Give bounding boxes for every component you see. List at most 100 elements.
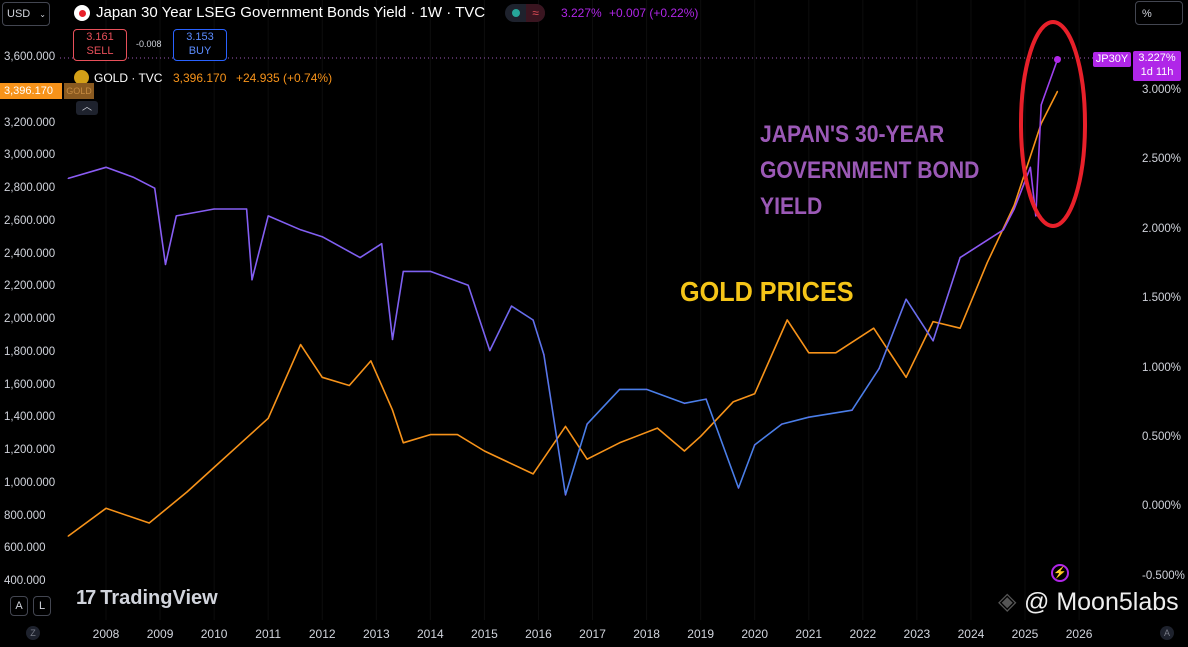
x-tick-label: 2021 [795,627,823,641]
x-tick-label: 2015 [471,627,498,641]
jp30y-data-point [808,416,810,418]
right-axis-tick: 3.000% [1142,84,1182,96]
left-axis-tick: 2,400.000 [4,247,56,260]
gold-data-point [1013,204,1015,206]
jp30y-data-point [267,215,269,217]
gold-data-point [105,507,107,509]
symbol-title[interactable]: Japan 30 Year LSEG Government Bonds Yiel… [96,4,486,21]
jp30y-data-point [489,349,491,352]
left-axis-tick: 2,800.000 [4,182,56,194]
jp30y-data-point [646,388,648,391]
scale-percent-button[interactable]: % [1135,1,1183,25]
bond-annotation: JAPAN'S 30-YEAR GOVERNMENT BOND YIELD [760,117,979,225]
gold-legend-change: +24.935 (+0.74%) [236,71,333,85]
jp30y-series-line[interactable] [67,59,1059,496]
gold-data-point [656,427,659,429]
last-value: 3.227% [561,6,602,20]
jp30y-data-point [932,340,934,342]
right-axis-tick: 1.500% [1142,292,1182,305]
left-axis-tick: 800.000 [4,509,46,522]
status-pill[interactable]: ≈ [505,4,545,22]
gold-data-point [391,409,394,411]
gold-data-point [786,319,788,321]
collapse-legend-button[interactable]: ︿ [76,101,98,115]
buy-label: BUY [188,45,212,57]
tradingview-logo-text: TradingView [100,587,218,609]
gold-series-line[interactable] [67,91,1059,537]
bond-annotation-line: JAPAN'S 30-YEAR [760,121,945,148]
jp30y-data-point [1040,104,1042,106]
buy-button[interactable]: 3.153 BUY [173,29,227,61]
jp30y-data-point [164,263,167,266]
gold-series-tag: GOLD [64,83,94,99]
jp30y-data-point [132,176,134,178]
right-axis-tick: 2.500% [1142,153,1182,166]
left-axis-tick: 2,600.000 [4,214,56,227]
gold-data-point [683,450,686,452]
gold-annotation: GOLD PRICES [680,276,854,307]
gold-data-point [186,491,188,493]
jp30y-data-point [321,236,323,238]
japan-flag-icon [74,5,90,21]
right-axis-tick: -0.500% [1142,569,1185,582]
gold-data-point [732,401,734,403]
tradingview-logo-icon: 17 [76,587,96,609]
x-tick-label: 2023 [903,627,931,641]
x-tick-label: 2011 [255,627,282,641]
currency-select[interactable]: USD ⌄ [2,2,50,26]
gold-data-point [835,352,837,354]
x-tick-label: 2017 [579,627,606,641]
jp30y-data-point [878,368,880,370]
gold-data-point [67,535,69,537]
lightning-icon[interactable]: ⚡ [1051,564,1069,582]
jp30y-value: 3.227% [1138,52,1176,64]
zoom-reset-button[interactable]: Z [26,626,40,640]
right-axis-tick: 1.000% [1142,361,1182,374]
sell-button[interactable]: 3.161 SELL [73,29,127,61]
bond-annotation-line: YIELD [760,193,823,220]
jp30y-data-point [105,166,107,168]
binance-icon: ◈ [998,588,1017,615]
jp30y-data-point [300,229,302,231]
market-open-icon [512,9,520,17]
left-axis-tick: 2,000.000 [4,313,56,325]
x-tick-label: 2014 [417,627,444,641]
auto-scale-a-button[interactable]: A [10,596,28,616]
gold-legend-name[interactable]: GOLD · TVC [94,71,163,85]
jp30y-data-point [359,256,361,259]
jp30y-data-point [391,338,394,341]
x-tick-label: 2012 [308,627,336,641]
tradingview-logo: 17 TradingView [76,587,218,610]
jp30y-data-point [851,409,853,411]
auto-scale-button[interactable]: A [1160,626,1174,640]
chevron-up-icon: ︿ [82,102,92,113]
jp30y-data-point [1029,166,1032,168]
gold-data-point [240,442,242,444]
left-axis-tick: 3,000.000 [4,149,56,162]
right-axis-tick: 0.500% [1142,431,1182,443]
jp30y-data-point [737,487,740,489]
jp30y-data-point [754,444,756,446]
gold-data-point [321,376,323,378]
currency-label: USD [7,8,31,20]
x-tick-label: 2019 [687,627,715,641]
x-tick-label: 2016 [525,627,552,641]
jp30y-data-point [543,354,545,356]
gold-legend-last: 3,396.170 [173,71,227,85]
log-scale-button[interactable]: L [33,596,51,616]
right-axis-tick: 2.000% [1142,222,1182,235]
sell-price: 3.161 [86,31,114,43]
gold-data-point [586,458,588,460]
gold-data-point [808,352,810,354]
jp30y-data-point [213,208,215,210]
gold-data-point [148,522,150,524]
jp30y-price-tag: 3.227% 1d 11h [1133,51,1181,81]
gold-data-point [370,360,372,362]
chevron-down-icon: ⌄ [39,10,46,19]
jp30y-data-point [402,270,404,273]
gold-data-point [1056,90,1059,93]
left-axis-tick: 3,600.000 [4,51,56,63]
jp30y-data-point [564,494,567,496]
watermark: @ Moon5labs [1024,588,1179,616]
